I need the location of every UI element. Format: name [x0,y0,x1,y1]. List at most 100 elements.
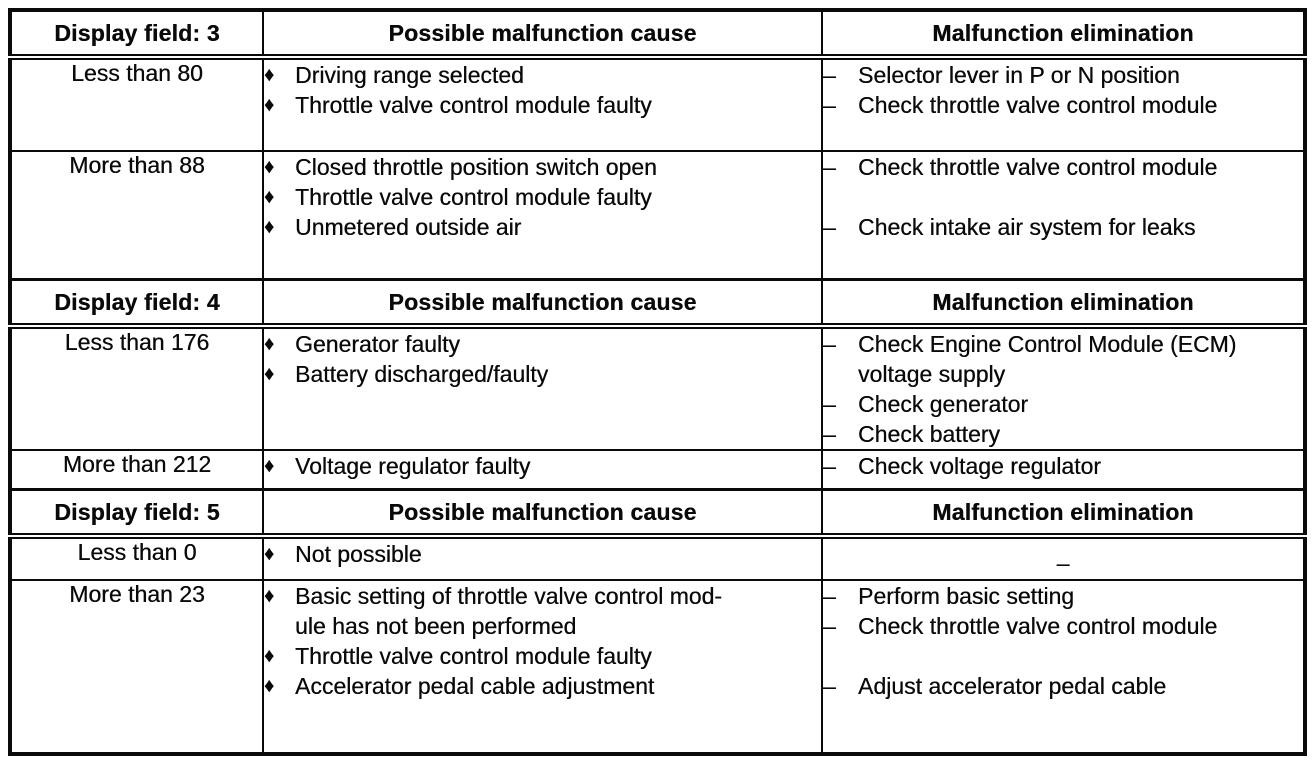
elimination-text: Check throttle valve control module [858,154,1218,180]
diamond-bullet-icon: ♦ [264,543,275,565]
dash-bullet-icon: – [823,613,836,639]
cause-text: Throttle valve control module faulty [295,92,652,118]
elimination-text: Check battery [858,420,1000,447]
elimination-text: Check generator [858,390,1029,417]
section-header-row-2: Display field: 4 Possible malfunction cau… [9,277,1306,329]
display-value: Less than 0 [9,535,264,581]
cause-item: ♦ Throttle valve control module faulty [264,90,821,120]
cause-text: Basic setting of throttle valve control … [295,583,722,639]
cause-column-header: Possible malfunction cause [262,8,823,60]
elimination-item: – Check throttle valve control module [823,90,1303,120]
elimination-column-header: Malfunction elimination [821,277,1306,329]
cause-item: ♦ Throttle valve control module faulty [264,182,821,212]
diamond-bullet-icon: ♦ [264,186,275,208]
elimination-column-header: Malfunction elimination [821,488,1306,539]
dash-bullet-icon: – [823,92,836,118]
dash-bullet-icon: – [823,214,836,240]
data-row: Less than 0 ♦ Not possible – [9,535,1306,581]
diamond-bullet-icon: ♦ [264,332,275,355]
diamond-bullet-icon: ♦ [264,362,275,385]
diamond-bullet-icon: ♦ [264,645,275,667]
display-field-header: Display field: 3 [9,8,264,60]
dash-bullet-icon: – [823,154,836,180]
causes-cell: ♦ Not possible [262,535,823,581]
display-value: More than 88 [9,150,264,280]
dash-bullet-icon: – [823,673,836,699]
cause-item: ♦ Throttle valve control module faulty [264,641,821,671]
display-value: Less than 176 [9,324,264,451]
cause-item: ♦ Closed throttle position switch open [264,152,821,182]
elimination-text: Check throttle valve control module [858,613,1218,639]
section-header-row-3: Display field: 5 Possible malfunction cau… [9,488,1306,539]
data-row: More than 23 ♦ Basic setting of throttle v… [9,579,1306,755]
cause-item: ♦ Not possible [264,539,821,569]
cause-item: ♦ Generator faulty [264,329,821,359]
display-field-header: Display field: 5 [9,488,264,539]
elimination-text: Adjust accelerator pedal cable [858,673,1167,699]
dash-bullet-icon: – [823,452,836,479]
cause-text: Throttle valve control module faulty [295,184,652,210]
causes-cell: ♦ Basic setting of throttle valve control… [262,579,823,755]
malfunction-diagnostic-table: Display field: 3 Possible malfunction cau… [8,8,1307,756]
elimination-text: Check intake air system for leaks [858,214,1196,240]
centered-dash: – [1056,550,1070,576]
data-row: Less than 80 ♦ Driving range selected ♦ Thro… [9,56,1306,152]
elimination-text: Check throttle valve control module [858,92,1218,118]
dash-bullet-icon: – [823,420,836,447]
dash-bullet-icon: – [823,583,836,609]
eliminations-cell: – [821,535,1306,581]
eliminations-cell: – Check Engine Control Module (ECM) volta… [821,324,1306,451]
cause-text: Closed throttle position switch open [295,154,657,180]
dash-bullet-icon: – [823,330,836,357]
elimination-text: Check voltage regulator [858,452,1101,479]
cause-text: Unmetered outside air [295,214,522,240]
cause-text: Driving range selected [295,62,524,88]
display-field-header: Display field: 4 [9,277,264,329]
diamond-bullet-icon: ♦ [264,156,275,178]
cause-item: ♦ Driving range selected [264,60,821,90]
cause-item: ♦ Voltage regulator faulty [264,451,821,481]
diamond-bullet-icon: ♦ [264,675,275,697]
eliminations-cell: – Check throttle valve control module – Che… [821,150,1306,280]
elimination-item: – Check generator [823,389,1303,419]
cause-item: ♦ Accelerator pedal cable adjustment [264,671,821,701]
elimination-text: Perform basic setting [858,583,1075,609]
cause-column-header: Possible malfunction cause [262,277,823,329]
blank-line-spacer [823,182,1303,212]
diamond-bullet-icon: ♦ [264,94,275,116]
elimination-item: – Check throttle valve control module [823,611,1303,641]
cause-text: Throttle valve control module faulty [295,643,652,669]
cause-text: Battery discharged/faulty [295,360,549,387]
causes-cell: ♦ Closed throttle position switch open ♦ Th… [262,150,823,280]
cause-text: Generator faulty [295,330,460,357]
elimination-item: – Check intake air system for leaks [823,212,1303,242]
cause-text: Voltage regulator faulty [295,452,531,479]
data-row: More than 88 ♦ Closed throttle position sw… [9,150,1306,280]
data-row: More than 212 ♦ Voltage regulator faulty – C… [9,448,1306,491]
display-value: Less than 80 [9,56,264,152]
cause-text: Accelerator pedal cable adjustment [295,673,655,699]
dash-bullet-icon: – [823,390,836,417]
elimination-item: – Check Engine Control Module (ECM) volta… [823,329,1303,389]
elimination-item: – Perform basic setting [823,581,1303,611]
elimination-item: – Check throttle valve control module [823,152,1303,182]
causes-cell: ♦ Voltage regulator faulty [262,448,823,491]
elimination-column-header: Malfunction elimination [821,8,1306,60]
eliminations-cell: – Perform basic setting – Check throttle va… [821,579,1306,755]
cause-item: ♦ Unmetered outside air [264,212,821,242]
elimination-item: – Selector lever in P or N position [823,60,1303,90]
blank-line-spacer [823,641,1303,671]
eliminations-cell: – Check voltage regulator [821,448,1306,491]
diamond-bullet-icon: ♦ [264,216,275,238]
cause-text: Not possible [295,541,422,567]
diamond-bullet-icon: ♦ [264,64,275,86]
cause-item: ♦ Battery discharged/faulty [264,359,821,389]
causes-cell: ♦ Generator faulty ♦ Battery discharged/fau… [262,324,823,451]
elimination-item: – Check battery [823,419,1303,449]
elimination-item: – Check voltage regulator [823,451,1303,481]
cause-column-header: Possible malfunction cause [262,488,823,539]
causes-cell: ♦ Driving range selected ♦ Throttle valve c… [262,56,823,152]
data-row: Less than 176 ♦ Generator faulty ♦ Battery d… [9,324,1306,451]
eliminations-cell: – Selector lever in P or N position – Check… [821,56,1306,152]
